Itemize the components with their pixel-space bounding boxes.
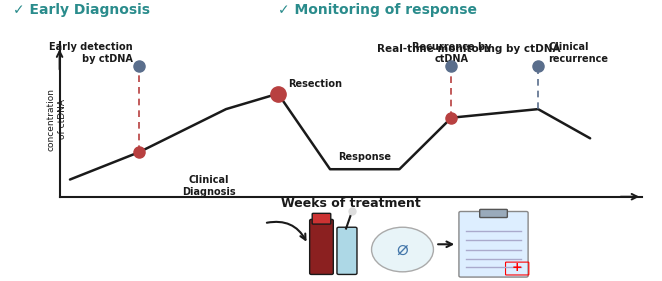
Text: ✓ Monitoring of response: ✓ Monitoring of response xyxy=(278,3,477,17)
Text: Early detection
by ctDNA: Early detection by ctDNA xyxy=(49,42,132,64)
FancyBboxPatch shape xyxy=(480,209,507,217)
Text: Real-time monitoring by ctDNA: Real-time monitoring by ctDNA xyxy=(377,44,561,54)
FancyBboxPatch shape xyxy=(337,227,357,275)
Text: ⌀: ⌀ xyxy=(397,240,408,259)
Text: Recurrence by
ctDNA: Recurrence by ctDNA xyxy=(412,42,491,64)
Text: Resection: Resection xyxy=(289,79,342,89)
Circle shape xyxy=(371,227,434,272)
Text: Clinical
Diagnosis: Clinical Diagnosis xyxy=(182,175,236,197)
Text: Weeks of treatment: Weeks of treatment xyxy=(281,197,421,210)
Text: +: + xyxy=(512,261,522,274)
FancyBboxPatch shape xyxy=(312,213,331,224)
Text: Clinical
recurrence: Clinical recurrence xyxy=(549,42,608,64)
FancyBboxPatch shape xyxy=(310,219,334,275)
FancyBboxPatch shape xyxy=(459,212,528,277)
Text: ✓ Early Diagnosis: ✓ Early Diagnosis xyxy=(13,3,150,17)
Text: Response: Response xyxy=(338,152,391,162)
Y-axis label: concentration
of ctDNA: concentration of ctDNA xyxy=(46,88,68,151)
